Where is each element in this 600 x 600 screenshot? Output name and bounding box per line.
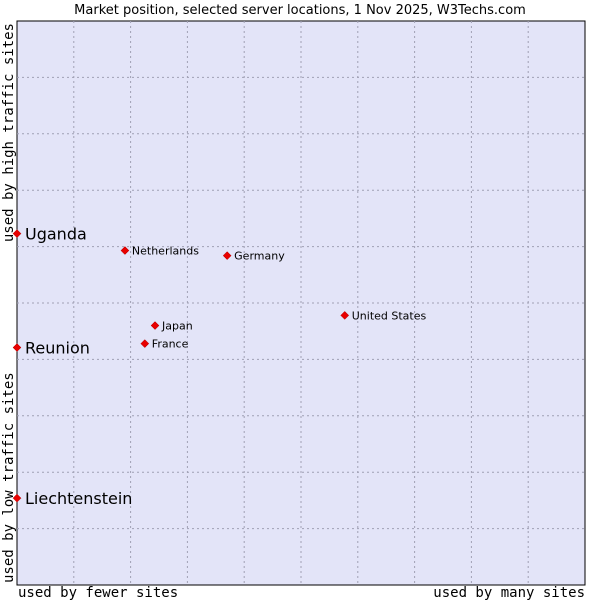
y-axis-label-top: used by high traffic sites	[1, 23, 17, 242]
data-point-uganda: Uganda	[12, 225, 87, 244]
data-point-united-states: United States	[340, 309, 427, 322]
point-marker	[120, 246, 130, 255]
data-point-liechtenstein: Liechtenstein	[12, 489, 132, 508]
point-marker	[12, 493, 22, 503]
x-axis-label-left: used by fewer sites	[18, 585, 178, 600]
point-label: Germany	[234, 250, 285, 263]
point-marker	[12, 229, 22, 238]
point-label: United States	[352, 309, 427, 322]
grid	[17, 21, 585, 585]
data-point-reunion: Reunion	[12, 339, 90, 358]
data-point-japan: Japan	[150, 320, 193, 333]
chart-title: Market position, selected server locatio…	[74, 3, 526, 18]
data-point-france: France	[140, 338, 189, 351]
point-marker	[222, 251, 232, 260]
data-point-netherlands: Netherlands	[120, 245, 199, 258]
point-marker	[140, 339, 150, 348]
point-marker	[150, 321, 160, 330]
point-label: Netherlands	[132, 245, 199, 258]
y-axis-label-bottom: used by low traffic sites	[1, 372, 17, 583]
data-points: Uganda Reunion Liechtenstein Netherlands Ger…	[12, 225, 427, 508]
point-label: France	[152, 338, 189, 351]
x-axis-label-right: used by many sites	[433, 585, 585, 600]
point-marker	[340, 311, 350, 320]
point-marker	[12, 343, 22, 352]
point-label: Reunion	[25, 339, 90, 358]
point-label: Japan	[161, 320, 193, 333]
point-label: Liechtenstein	[25, 489, 132, 508]
point-label: Uganda	[25, 225, 87, 244]
data-point-germany: Germany	[222, 250, 285, 263]
